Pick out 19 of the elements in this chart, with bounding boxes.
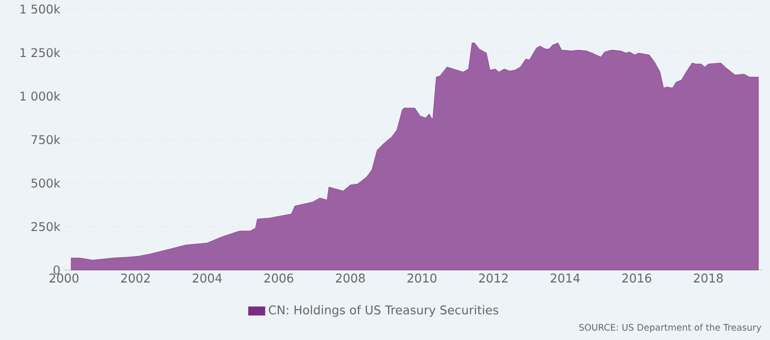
y-tick-label: 1 500k [20, 4, 60, 14]
y-tick-label: 250k [31, 222, 60, 232]
y-tick-label: 1 250k [20, 48, 60, 58]
x-tick-label: 2012 [479, 274, 508, 283]
x-tick-label: 2016 [622, 274, 652, 283]
x-tick-label: 2008 [336, 274, 365, 283]
text: CN: Holdings of US Treasury Securities [268, 305, 498, 317]
y-tick-label: 750k [32, 134, 60, 144]
y-tick-label: 1 000k [20, 91, 60, 101]
x-tick-label: 2002 [121, 274, 150, 283]
x-tick-label: 2014 [550, 274, 580, 283]
y-tick-label: 500k [32, 178, 60, 188]
x-tick-label: 2010 [408, 274, 436, 283]
x-tick-label: 2004 [192, 274, 222, 283]
x-tick-label: 2000 [50, 274, 78, 283]
y-tick-label: 0 [54, 265, 60, 275]
x-tick-label: 2018 [694, 274, 723, 283]
x-tick-label: 2006 [264, 274, 294, 283]
source-note: SOURCE: US Department of the Treasury [579, 324, 762, 332]
